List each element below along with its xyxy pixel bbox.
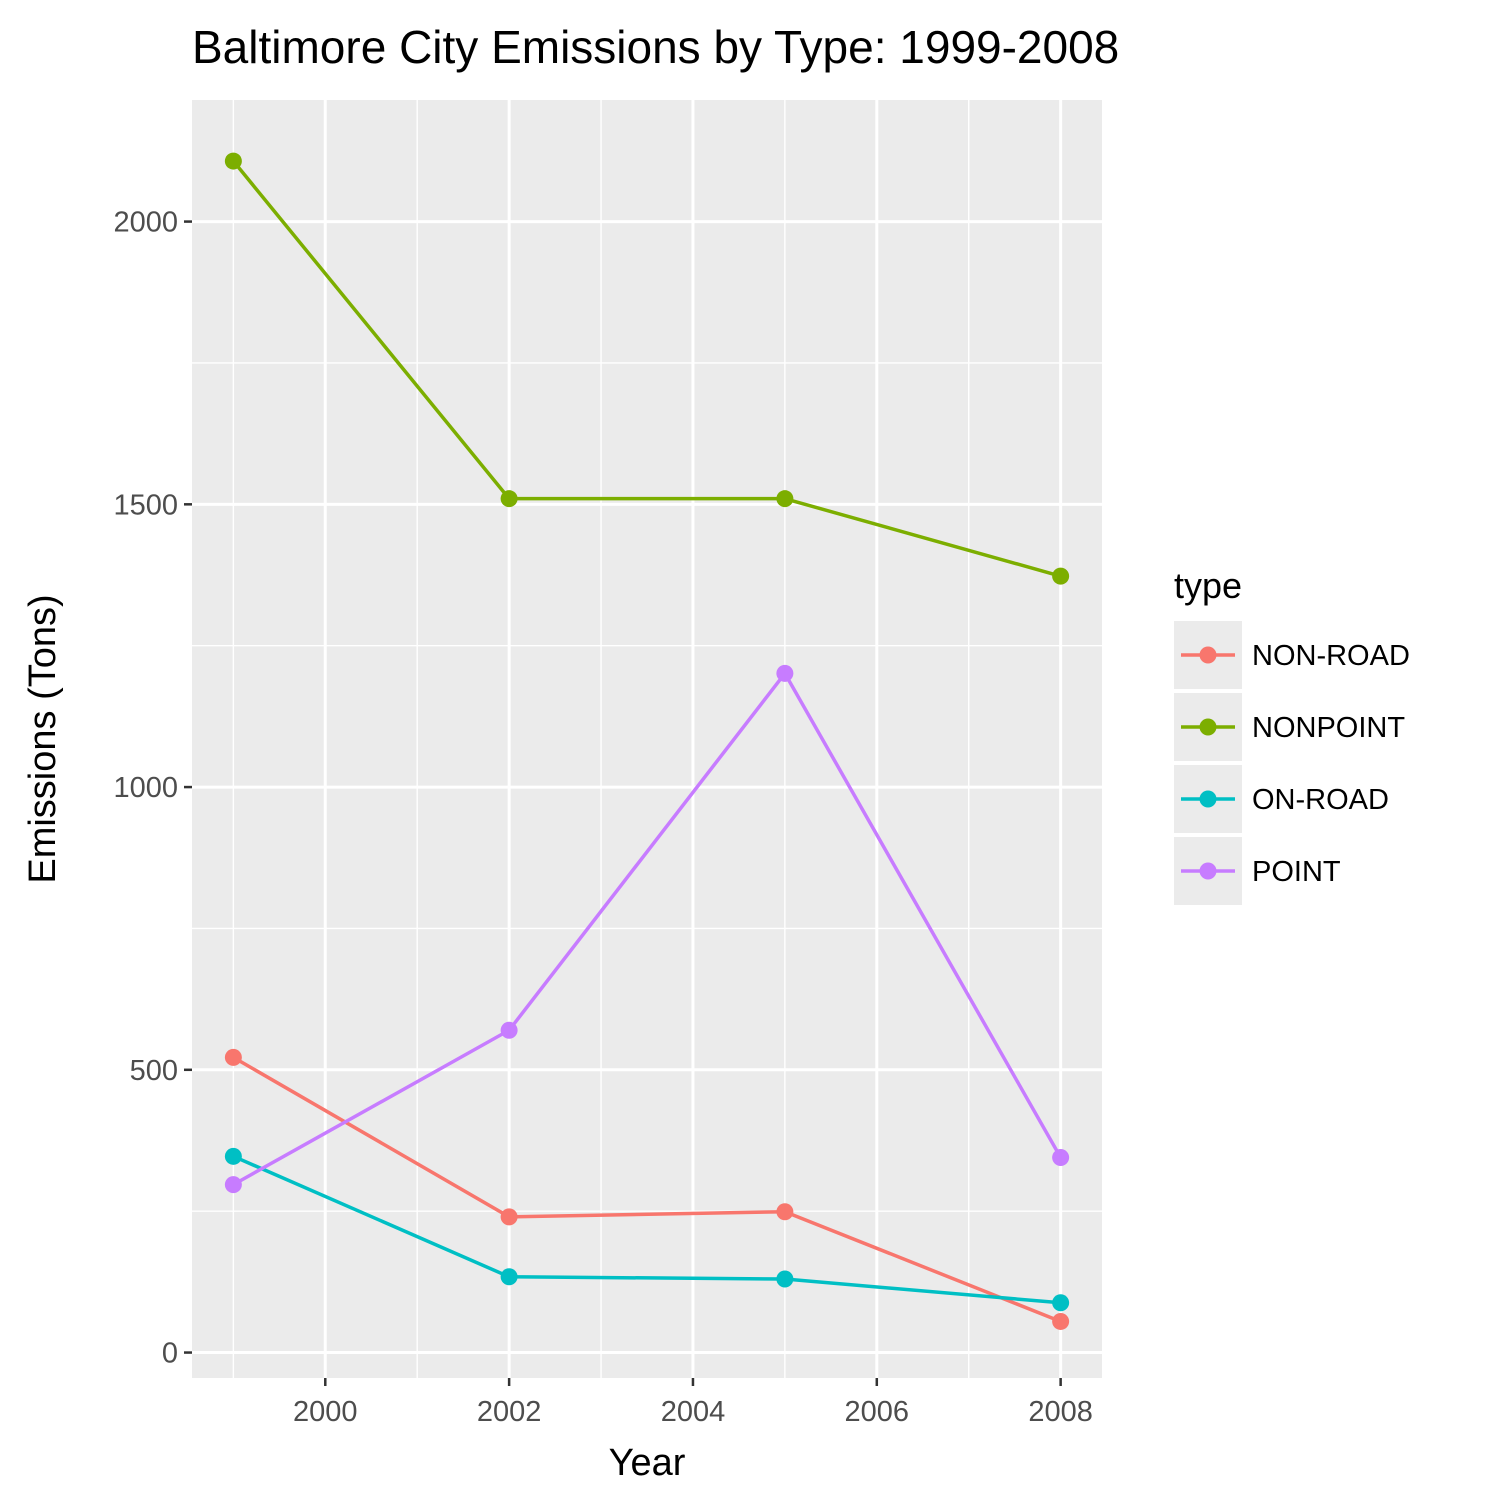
data-point-point (776, 664, 794, 682)
legend-item-on-road: ON-ROAD (1174, 765, 1389, 833)
x-axis-title: Year (609, 1442, 686, 1484)
series-layer (224, 152, 1070, 1330)
plot-panel (192, 100, 1102, 1378)
series-point (224, 664, 1070, 1194)
y-axis-title: Emissions (Tons) (22, 594, 64, 883)
data-point-on-road (1052, 1294, 1070, 1312)
minor-gridlines (192, 100, 1102, 1378)
data-point-nonpoint (224, 152, 242, 170)
data-point-on-road (500, 1268, 518, 1286)
data-point-non-road (776, 1203, 794, 1221)
y-tick-label: 1500 (113, 489, 178, 521)
series-line-nonpoint (232, 159, 1062, 578)
x-tick-label: 2008 (1028, 1396, 1093, 1428)
legend-key-point (1199, 790, 1217, 808)
series-on-road (224, 1147, 1070, 1312)
legend-label: POINT (1252, 856, 1341, 888)
data-point-non-road (1052, 1312, 1070, 1330)
legend-label: NONPOINT (1252, 712, 1405, 744)
series-line-on-road (232, 1154, 1061, 1305)
legend-title: type (1174, 565, 1242, 606)
y-tick-label: 500 (130, 1055, 178, 1087)
axis-ticks: 2000 2002 2004 2006 2008 0 500 1000 1500 2000 (113, 207, 1092, 1428)
data-point-nonpoint (776, 490, 794, 508)
series-non-road (224, 1048, 1070, 1330)
legend-key-point (1199, 646, 1217, 664)
legend: type NON-ROAD NONPOINT ON-ROAD POINT (1174, 565, 1410, 905)
legend-item-non-road: NON-ROAD (1174, 621, 1410, 689)
data-point-on-road (224, 1147, 242, 1165)
data-point-nonpoint (500, 490, 518, 508)
y-tick-label: 2000 (113, 207, 178, 239)
series-line-point (232, 671, 1063, 1187)
data-point-point (1052, 1148, 1070, 1166)
data-point-non-road (224, 1048, 242, 1066)
chart-title: Baltimore City Emissions by Type: 1999-2… (192, 21, 1119, 73)
series-nonpoint (224, 152, 1070, 585)
legend-label: ON-ROAD (1252, 784, 1389, 816)
y-tick-label: 0 (162, 1338, 178, 1370)
x-tick-label: 2004 (661, 1396, 726, 1428)
legend-label: NON-ROAD (1252, 640, 1410, 672)
series-line-non-road (232, 1055, 1062, 1324)
data-point-nonpoint (1052, 567, 1070, 585)
legend-key-point (1199, 862, 1217, 880)
y-tick-label: 1000 (113, 772, 178, 804)
x-tick-label: 2000 (293, 1396, 358, 1428)
x-tick-label: 2002 (477, 1396, 542, 1428)
legend-item-nonpoint: NONPOINT (1174, 693, 1405, 761)
data-point-point (500, 1021, 518, 1039)
data-point-non-road (500, 1208, 518, 1226)
legend-key-point (1199, 718, 1217, 736)
x-tick-label: 2006 (845, 1396, 910, 1428)
legend-item-point: POINT (1174, 837, 1341, 905)
data-point-point (224, 1176, 242, 1194)
data-point-on-road (776, 1270, 794, 1288)
